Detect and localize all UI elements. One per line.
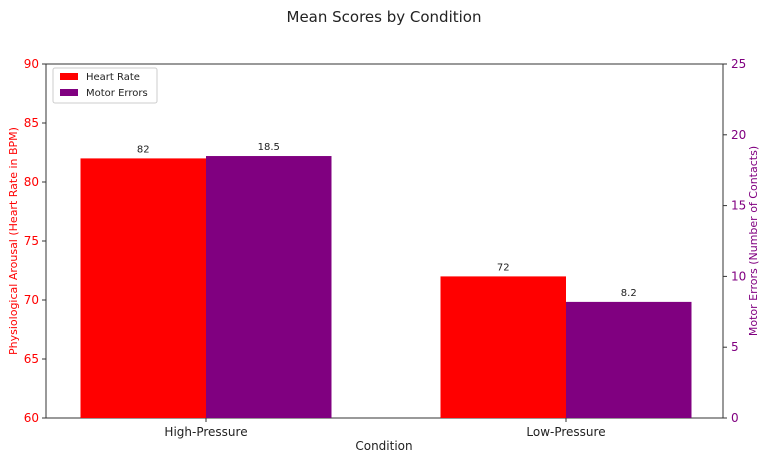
left-tick-label: 80: [24, 175, 39, 189]
right-tick-label: 10: [731, 269, 746, 283]
bar-motor-errors-high-pressure: [206, 156, 332, 419]
bar-heart-rate-high-pressure: [80, 158, 206, 418]
right-tick-label: 15: [731, 199, 746, 213]
left-tick-label: 70: [24, 293, 39, 307]
bar-motor-errors-low-pressure: [566, 301, 692, 418]
y-axis-left-title: Physiological Arousal (Heart Rate in BPM…: [7, 127, 20, 355]
legend-label-heart-rate: Heart Rate: [86, 72, 140, 83]
left-tick-label: 85: [24, 116, 39, 130]
left-tick-label: 60: [24, 411, 39, 425]
bar-labels-layer: 82 72 18.5 8.2: [137, 142, 637, 299]
legend-box: [52, 67, 158, 104]
x-axis-title: Condition: [355, 439, 412, 453]
x-axis-ticks: High-Pressure Low-Pressure: [164, 418, 606, 439]
bar-value-label: 72: [497, 262, 510, 273]
x-tick-label: Low-Pressure: [526, 425, 605, 439]
left-tick-label: 90: [24, 57, 39, 71]
legend: Heart Rate Motor Errors: [52, 67, 158, 104]
right-tick-label: 25: [731, 57, 746, 71]
y-axis-right-title: Motor Errors (Number of Contacts): [747, 146, 760, 336]
left-axis-ticks: 60 65 70 75 80 85 90: [24, 57, 46, 425]
left-tick-label: 65: [24, 352, 39, 366]
bar-heart-rate-low-pressure: [440, 276, 566, 418]
bar-value-label: 8.2: [621, 288, 637, 299]
right-axis-ticks: 0 5 10 15 20 25: [723, 57, 746, 425]
right-tick-label: 20: [731, 128, 746, 142]
chart-title: Mean Scores by Condition: [287, 8, 482, 26]
bar-value-label: 18.5: [258, 142, 280, 153]
right-tick-label: 5: [731, 340, 739, 354]
legend-label-motor-errors: Motor Errors: [86, 88, 148, 99]
legend-swatch-motor-errors: [60, 89, 78, 96]
bars-layer: [80, 156, 692, 419]
left-tick-label: 75: [24, 234, 39, 248]
x-tick-label: High-Pressure: [164, 425, 247, 439]
bar-value-label: 82: [137, 144, 150, 155]
legend-swatch-heart-rate: [60, 73, 78, 80]
right-tick-label: 0: [731, 411, 739, 425]
